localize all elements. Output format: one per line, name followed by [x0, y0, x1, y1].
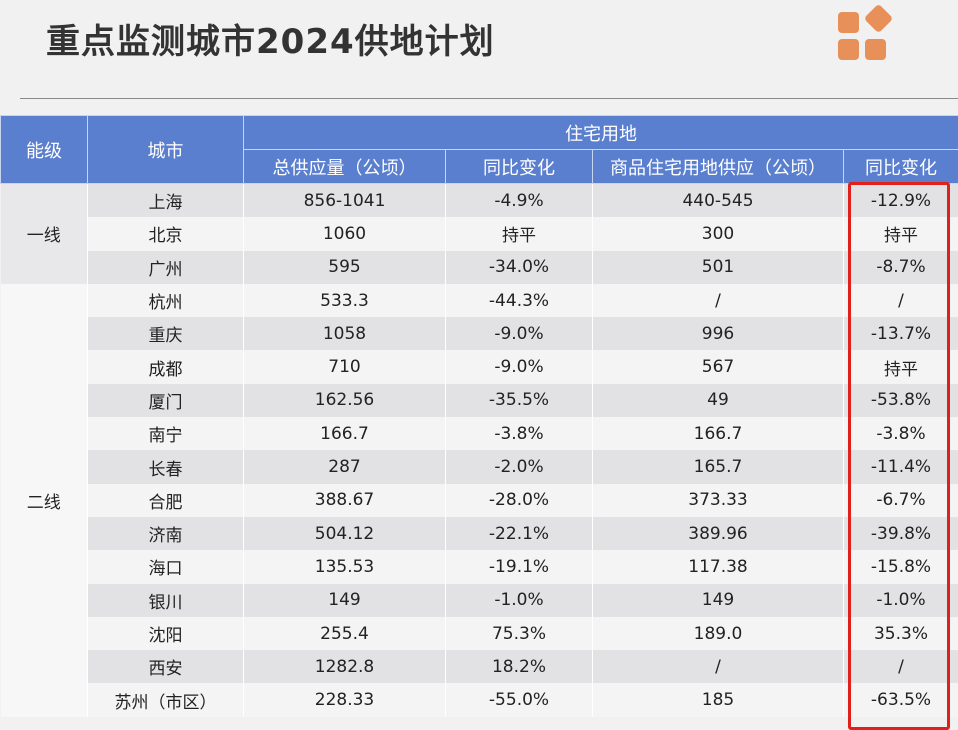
page-title: 重点监测城市2024供地计划	[46, 14, 495, 63]
total-yoy-cell: 75.3%	[446, 617, 593, 650]
commercial-supply-cell: 165.7	[593, 450, 844, 483]
total-yoy-cell: -55.0%	[446, 683, 593, 716]
total-supply-cell: 255.4	[244, 617, 446, 650]
commercial-supply-cell: 440-545	[593, 184, 844, 218]
total-yoy-cell: -35.5%	[446, 384, 593, 417]
total-yoy-cell: -19.1%	[446, 550, 593, 583]
total-supply-cell: 595	[244, 251, 446, 284]
city-cell: 海口	[88, 550, 244, 583]
city-cell: 广州	[88, 251, 244, 284]
commercial-supply-cell: 117.38	[593, 550, 844, 583]
city-cell: 长春	[88, 450, 244, 483]
total-yoy-cell: -1.0%	[446, 584, 593, 617]
city-cell: 南宁	[88, 417, 244, 450]
total-supply-cell: 1058	[244, 317, 446, 350]
commercial-supply-cell: 189.0	[593, 617, 844, 650]
commercial-supply-cell: 49	[593, 384, 844, 417]
city-cell: 厦门	[88, 384, 244, 417]
table-row: 苏州（市区）228.33-55.0%185-63.5%	[1, 683, 958, 716]
city-cell: 银川	[88, 584, 244, 617]
city-cell: 上海	[88, 184, 244, 218]
header-total-supply: 总供应量（公顷）	[244, 150, 446, 184]
total-yoy-cell: 18.2%	[446, 650, 593, 683]
total-supply-cell: 149	[244, 584, 446, 617]
logo-icon	[838, 6, 894, 62]
commercial-supply-cell: 149	[593, 584, 844, 617]
highlight-box	[848, 182, 950, 730]
city-cell: 重庆	[88, 317, 244, 350]
city-cell: 杭州	[88, 284, 244, 317]
total-yoy-cell: -22.1%	[446, 517, 593, 550]
commercial-supply-cell: 389.96	[593, 517, 844, 550]
city-cell: 合肥	[88, 484, 244, 517]
title-divider	[20, 98, 958, 99]
header-tier: 能级	[1, 116, 88, 184]
total-yoy-cell: -9.0%	[446, 350, 593, 383]
commercial-supply-cell: 567	[593, 350, 844, 383]
total-supply-cell: 162.56	[244, 384, 446, 417]
total-supply-cell: 287	[244, 450, 446, 483]
header-commercial-yoy: 同比变化	[844, 150, 958, 184]
total-yoy-cell: -4.9%	[446, 184, 593, 218]
total-yoy-cell: 持平	[446, 217, 593, 250]
total-supply-cell: 1060	[244, 217, 446, 250]
city-cell: 北京	[88, 217, 244, 250]
header-commercial-supply: 商品住宅用地供应（公顷）	[593, 150, 844, 184]
land-supply-table: 能级 城市 住宅用地 总供应量（公顷） 同比变化 商品住宅用地供应（公顷） 同比…	[0, 115, 958, 717]
city-cell: 成都	[88, 350, 244, 383]
commercial-supply-cell: /	[593, 650, 844, 683]
commercial-supply-cell: 996	[593, 317, 844, 350]
total-yoy-cell: -34.0%	[446, 251, 593, 284]
tier-cell: 一线	[1, 184, 88, 284]
commercial-supply-cell: 501	[593, 251, 844, 284]
total-yoy-cell: -2.0%	[446, 450, 593, 483]
city-cell: 沈阳	[88, 617, 244, 650]
commercial-supply-cell: 300	[593, 217, 844, 250]
header-city: 城市	[88, 116, 244, 184]
total-yoy-cell: -9.0%	[446, 317, 593, 350]
city-cell: 苏州（市区）	[88, 683, 244, 716]
commercial-supply-cell: 185	[593, 683, 844, 716]
commercial-supply-cell: /	[593, 284, 844, 317]
total-supply-cell: 228.33	[244, 683, 446, 716]
city-cell: 济南	[88, 517, 244, 550]
commercial-supply-cell: 373.33	[593, 484, 844, 517]
total-supply-cell: 533.3	[244, 284, 446, 317]
city-cell: 西安	[88, 650, 244, 683]
tier-cell: 二线	[1, 284, 88, 717]
total-supply-cell: 710	[244, 350, 446, 383]
total-supply-cell: 504.12	[244, 517, 446, 550]
commercial-supply-cell: 166.7	[593, 417, 844, 450]
total-yoy-cell: -44.3%	[446, 284, 593, 317]
total-yoy-cell: -3.8%	[446, 417, 593, 450]
header-residential-land: 住宅用地	[244, 116, 958, 150]
header-total-yoy: 同比变化	[446, 150, 593, 184]
total-supply-cell: 856-1041	[244, 184, 446, 218]
total-yoy-cell: -28.0%	[446, 484, 593, 517]
total-supply-cell: 166.7	[244, 417, 446, 450]
total-supply-cell: 1282.8	[244, 650, 446, 683]
total-supply-cell: 388.67	[244, 484, 446, 517]
total-supply-cell: 135.53	[244, 550, 446, 583]
